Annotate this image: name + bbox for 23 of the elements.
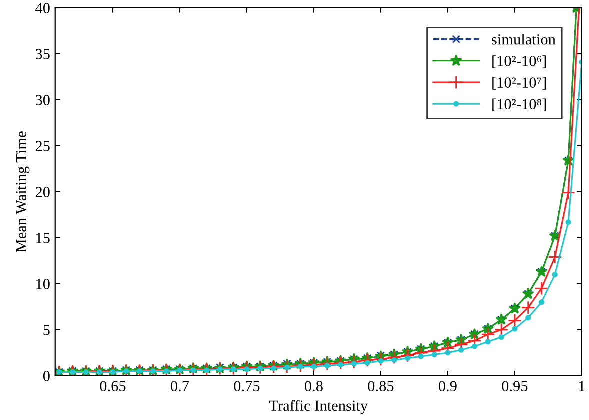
legend-label: simulation [492,34,556,45]
x-tick-label: 0.75 [234,381,260,392]
legend-label: [10²-10⁸] [492,98,546,112]
y-tick-label: 35 [36,49,50,60]
y-tick-label: 40 [36,3,50,14]
legend-label: [10²-10⁶] [492,56,546,68]
x-tick-label: 1 [579,381,585,392]
y-tick-label: 20 [36,187,50,198]
x-tick-label: 0.9 [438,381,457,392]
legend-label: [10²-10⁷] [492,77,546,90]
x-tick-label: 0.65 [100,381,126,392]
y-tick-label: 10 [36,279,50,290]
y-tick-label: 0 [43,371,50,382]
x-axis-title: Traffic Intensity [269,400,368,414]
y-tick-label: 30 [36,95,50,106]
x-tick-label: 0.85 [368,381,394,392]
x-tick-label: 0.7 [171,381,190,392]
y-tick-label: 5 [44,325,50,336]
y-tick-label: 15 [36,233,50,244]
y-tick-label: 25 [36,141,50,152]
x-tick-label: 0.8 [304,381,323,392]
x-tick-label: 0.95 [502,381,528,392]
y-axis-title: Mean Waiting Time [16,132,30,252]
